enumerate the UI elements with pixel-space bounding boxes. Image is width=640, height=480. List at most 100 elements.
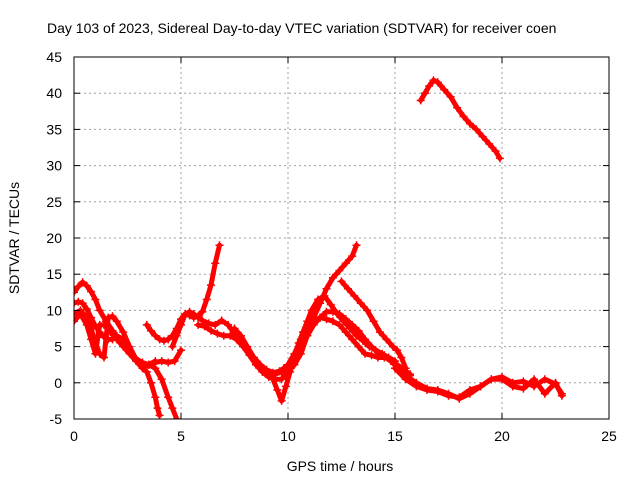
data-point bbox=[142, 367, 151, 376]
data-point bbox=[74, 299, 78, 308]
data-point bbox=[459, 112, 468, 121]
data-point bbox=[373, 348, 382, 357]
data-point bbox=[104, 313, 113, 322]
data-point bbox=[164, 335, 173, 344]
data-point bbox=[352, 241, 361, 250]
series-line bbox=[285, 309, 413, 377]
data-point bbox=[273, 386, 282, 394]
data-point bbox=[444, 389, 453, 398]
y-tick-label: 30 bbox=[46, 158, 62, 174]
data-point bbox=[519, 384, 528, 393]
data-point bbox=[557, 391, 566, 400]
data-point bbox=[348, 320, 357, 329]
data-point bbox=[551, 378, 560, 387]
data-point bbox=[416, 96, 425, 105]
data-point bbox=[322, 315, 331, 324]
data-point bbox=[151, 357, 160, 366]
y-tick-label: 25 bbox=[46, 194, 62, 210]
data-point bbox=[361, 335, 369, 344]
data-point bbox=[74, 297, 83, 306]
data-point bbox=[277, 396, 286, 405]
data-point bbox=[87, 335, 96, 344]
data-point bbox=[194, 313, 203, 322]
y-axis-label: SDTVAR / TECUs bbox=[6, 182, 22, 294]
data-point bbox=[155, 335, 164, 344]
data-point bbox=[335, 320, 344, 329]
data-point bbox=[335, 310, 344, 318]
data-point bbox=[224, 320, 233, 329]
plot-border bbox=[73, 56, 610, 420]
data-point bbox=[277, 375, 286, 384]
data-point bbox=[328, 273, 337, 282]
data-point bbox=[401, 364, 410, 373]
data-point bbox=[258, 364, 267, 373]
data-point bbox=[95, 306, 104, 315]
data-point bbox=[211, 259, 220, 268]
data-point bbox=[498, 375, 506, 384]
data-point bbox=[164, 393, 173, 402]
data-point bbox=[356, 299, 365, 308]
data-point bbox=[296, 346, 305, 355]
data-point bbox=[211, 320, 220, 329]
y-tick-label: 40 bbox=[46, 85, 62, 101]
data-point bbox=[478, 132, 487, 141]
data-point bbox=[159, 336, 168, 345]
data-point bbox=[155, 411, 164, 419]
data-point bbox=[108, 312, 117, 321]
data-point bbox=[170, 357, 179, 366]
data-point bbox=[455, 394, 464, 403]
data-point bbox=[316, 313, 325, 322]
data-point bbox=[185, 307, 194, 316]
data-point bbox=[367, 351, 376, 360]
data-point bbox=[303, 331, 312, 340]
data-point bbox=[153, 404, 162, 413]
data-point bbox=[354, 342, 363, 351]
data-point bbox=[421, 89, 429, 98]
data-point bbox=[440, 85, 449, 94]
y-tick-label: 10 bbox=[46, 302, 62, 318]
data-point bbox=[337, 277, 346, 286]
data-point bbox=[251, 357, 260, 366]
data-point bbox=[82, 281, 91, 290]
data-point bbox=[168, 404, 177, 413]
data-point bbox=[142, 320, 151, 329]
x-tick-label: 15 bbox=[387, 428, 403, 444]
data-point bbox=[391, 364, 399, 373]
y-tick-label: 0 bbox=[54, 375, 62, 391]
x-tick-label: 10 bbox=[280, 428, 296, 444]
data-point bbox=[164, 358, 173, 367]
y-tick-label: -5 bbox=[50, 411, 63, 427]
data-point bbox=[530, 375, 539, 384]
data-point bbox=[348, 252, 357, 261]
data-point bbox=[172, 415, 181, 419]
data-point bbox=[194, 320, 203, 329]
data-point bbox=[540, 375, 549, 384]
data-point bbox=[177, 320, 185, 329]
data-point bbox=[485, 139, 494, 148]
data-point bbox=[335, 266, 344, 275]
data-point bbox=[132, 357, 141, 366]
data-point bbox=[106, 328, 115, 337]
data-point bbox=[91, 295, 100, 304]
data-point bbox=[367, 342, 376, 351]
data-point bbox=[204, 319, 213, 328]
data-point bbox=[168, 342, 177, 351]
data-point bbox=[352, 331, 361, 340]
data-point bbox=[307, 306, 316, 315]
x-tick-label: 5 bbox=[177, 428, 185, 444]
data-point bbox=[243, 342, 252, 351]
data-point bbox=[151, 331, 160, 340]
data-point bbox=[309, 320, 318, 329]
data-point bbox=[508, 382, 517, 391]
data-point bbox=[232, 335, 241, 344]
data-point bbox=[343, 284, 352, 293]
data-point bbox=[290, 358, 299, 367]
y-tick-label: 45 bbox=[46, 49, 62, 65]
data-point bbox=[82, 305, 91, 313]
data-point bbox=[215, 241, 224, 250]
data-point bbox=[446, 92, 455, 101]
data-point bbox=[376, 328, 384, 337]
